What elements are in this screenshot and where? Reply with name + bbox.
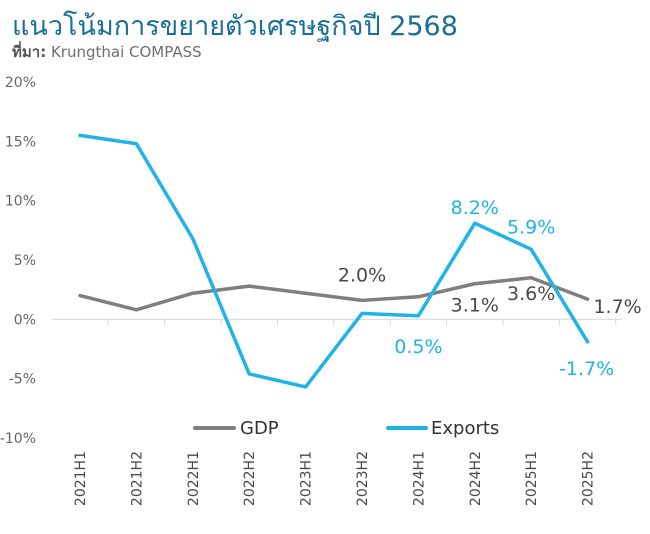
exports-data-point	[586, 340, 590, 344]
x-tick-label: 2021H2	[129, 451, 145, 506]
gdp-data-point	[247, 284, 251, 288]
gdp-data-point	[416, 295, 420, 299]
exports-data-point	[416, 314, 420, 318]
x-tick-label: 2025H2	[581, 451, 597, 506]
gdp-data-point	[304, 291, 308, 295]
x-tick-label: 2025H1	[524, 451, 540, 506]
gdp-data-point	[586, 297, 590, 301]
exports-data-point	[78, 133, 82, 137]
gdp-series-line	[78, 276, 590, 312]
exports-legend-label: Exports	[431, 418, 499, 439]
gdp-data-label: 1.7%	[593, 296, 641, 318]
exports-data-label: 5.9%	[507, 216, 555, 238]
x-tick-label: 2021H1	[73, 451, 89, 506]
gdp-legend-label: GDP	[240, 418, 279, 439]
gdp-data-point	[191, 291, 195, 295]
y-tick-label: -10%	[0, 431, 36, 447]
exports-data-point	[247, 372, 251, 376]
gdp-data-point	[473, 282, 477, 286]
x-tick-label: 2022H1	[186, 451, 202, 506]
gdp-data-point	[529, 276, 533, 280]
exports-data-point	[304, 385, 308, 389]
gdp-data-label: 2.0%	[338, 264, 386, 286]
exports-data-point	[360, 311, 364, 315]
exports-data-point	[529, 247, 533, 251]
gdp-data-point	[134, 308, 138, 312]
exports-data-point	[191, 237, 195, 241]
exports-data-label: -1.7%	[559, 358, 614, 380]
source-label: ที่มา:	[12, 43, 47, 61]
exports-data-point	[473, 221, 477, 225]
source-text: Krungthai COMPASS	[46, 43, 202, 61]
exports-series-line	[78, 133, 590, 389]
y-tick-label: 10%	[5, 194, 36, 210]
y-tick-label: 20%	[5, 75, 36, 91]
y-tick-label: -5%	[9, 372, 36, 388]
gdp-data-label: 3.6%	[507, 283, 555, 305]
exports-data-label: 0.5%	[394, 336, 442, 358]
y-tick-label: 0%	[14, 312, 36, 328]
y-tick-label: 15%	[5, 134, 36, 150]
gdp-data-point	[360, 298, 364, 302]
x-tick-label: 2023H1	[299, 451, 315, 506]
x-tick-label: 2023H2	[355, 451, 371, 506]
exports-data-label: 8.2%	[451, 197, 499, 219]
y-tick-label: 5%	[14, 253, 36, 269]
x-tick-label: 2022H2	[242, 451, 258, 506]
chart-title: แนวโน้มการขยายตัวเศรษฐกิจปี 2568	[12, 11, 458, 42]
gdp-data-label: 3.1%	[451, 295, 499, 317]
gdp-data-point	[78, 294, 82, 298]
chart-source: ที่มา: Krungthai COMPASS	[12, 40, 202, 64]
x-tick-label: 2024H2	[468, 451, 484, 506]
exports-data-point	[134, 142, 138, 146]
x-tick-label: 2024H1	[411, 451, 427, 506]
